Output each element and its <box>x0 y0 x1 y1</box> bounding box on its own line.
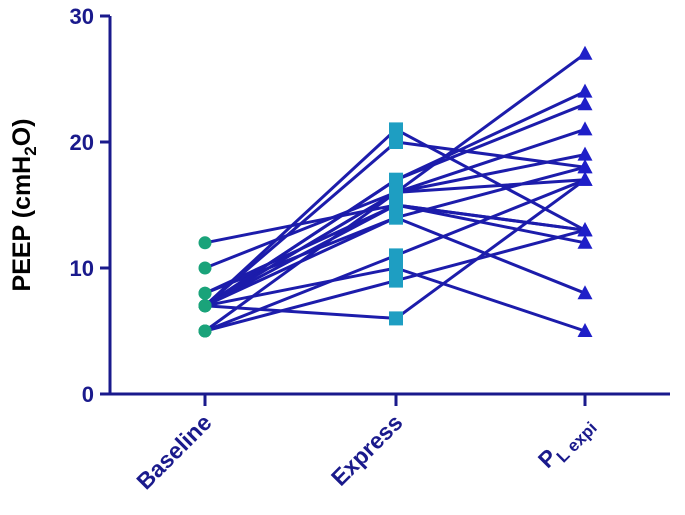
y-ticks: 0 10 20 30 <box>70 4 110 407</box>
y-tick-label: 30 <box>70 4 94 29</box>
express-marker <box>389 261 403 275</box>
x-ticks: Baseline Express PL expi <box>131 394 601 494</box>
pl-expi-marker <box>577 146 593 161</box>
express-marker <box>389 185 403 200</box>
express-marker <box>389 273 403 288</box>
baseline-marker <box>198 299 212 313</box>
x-tick-label-main: Baseline <box>131 409 216 494</box>
y-axis-title: PEEP (cmH2O) <box>8 119 40 292</box>
y-tick-label: 0 <box>82 382 94 407</box>
x-tick-label: Baseline <box>131 409 216 494</box>
pl-expi-marker <box>577 222 593 237</box>
series-markers <box>198 45 593 338</box>
baseline-marker <box>198 236 212 250</box>
data-layer <box>198 45 593 338</box>
pl-expi-marker <box>577 96 593 111</box>
x-tick-label: Express <box>326 409 408 491</box>
pl-expi-marker <box>577 234 593 249</box>
express-marker <box>389 311 403 326</box>
y-tick-label: 20 <box>70 130 94 155</box>
axes <box>108 16 670 396</box>
x-tick-label-main: Express <box>326 409 408 491</box>
express-marker <box>389 248 403 263</box>
y-tick-label: 10 <box>70 256 94 281</box>
pl-expi-marker <box>577 121 593 136</box>
pl-expi-marker <box>577 285 593 300</box>
baseline-marker <box>198 286 212 300</box>
pl-expi-marker <box>577 323 593 337</box>
pl-expi-marker <box>577 159 593 174</box>
x-tick-label: PL expi <box>533 409 601 477</box>
express-marker <box>389 210 403 225</box>
pl-expi-marker <box>577 45 593 60</box>
express-marker <box>389 122 403 137</box>
express-marker <box>389 172 403 187</box>
baseline-marker <box>198 261 212 275</box>
express-marker <box>389 198 403 212</box>
express-marker <box>389 135 403 149</box>
baseline-marker <box>198 324 212 338</box>
x-tick-label-sub: L expi <box>553 418 601 466</box>
pl-expi-marker <box>577 171 593 186</box>
pl-expi-marker <box>577 83 593 98</box>
